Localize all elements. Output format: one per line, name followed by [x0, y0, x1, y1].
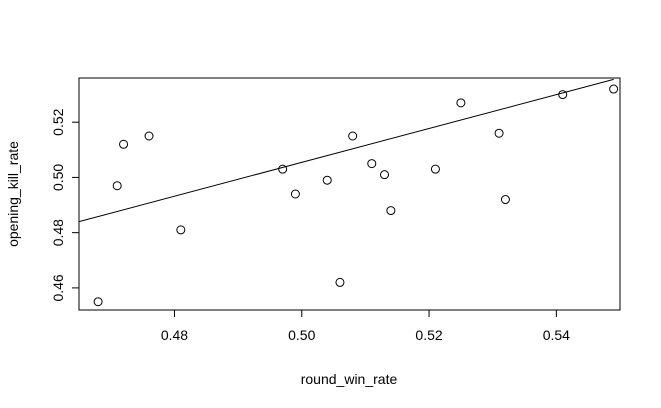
x-tick-label: 0.54: [543, 327, 570, 343]
data-point: [335, 277, 345, 287]
y-axis-title: opening_kill_rate: [5, 141, 21, 247]
data-point: [609, 84, 619, 94]
data-point: [380, 170, 390, 180]
y-tick-label: 0.52: [50, 108, 66, 135]
x-tick-label: 0.48: [161, 327, 188, 343]
data-point: [456, 98, 466, 108]
data-point: [386, 206, 396, 216]
trendline-group: [78, 78, 614, 223]
data-point: [322, 175, 332, 185]
x-tick-label: 0.52: [415, 327, 442, 343]
data-points: [93, 84, 619, 307]
data-point: [348, 131, 358, 141]
data-point: [119, 139, 129, 149]
data-point: [93, 297, 103, 307]
data-point: [430, 164, 440, 174]
data-point: [494, 128, 504, 138]
data-point: [278, 164, 288, 174]
y-tick-label: 0.50: [50, 164, 66, 191]
x-axis: 0.48 0.50 0.52 0.54: [161, 309, 570, 343]
y-axis: 0.46 0.48 0.50 0.52: [50, 108, 80, 302]
x-axis-title: round_win_rate: [301, 371, 398, 387]
data-point: [367, 159, 377, 169]
data-point: [558, 90, 568, 100]
y-tick-label: 0.48: [50, 219, 66, 246]
data-point: [290, 189, 300, 199]
data-point: [176, 225, 186, 235]
x-tick-label: 0.50: [288, 327, 315, 343]
data-point: [500, 195, 510, 205]
trendline: [78, 78, 614, 223]
plot-frame: [78, 77, 621, 311]
data-point: [144, 131, 154, 141]
y-tick-label: 0.46: [50, 274, 66, 301]
data-point: [112, 181, 122, 191]
